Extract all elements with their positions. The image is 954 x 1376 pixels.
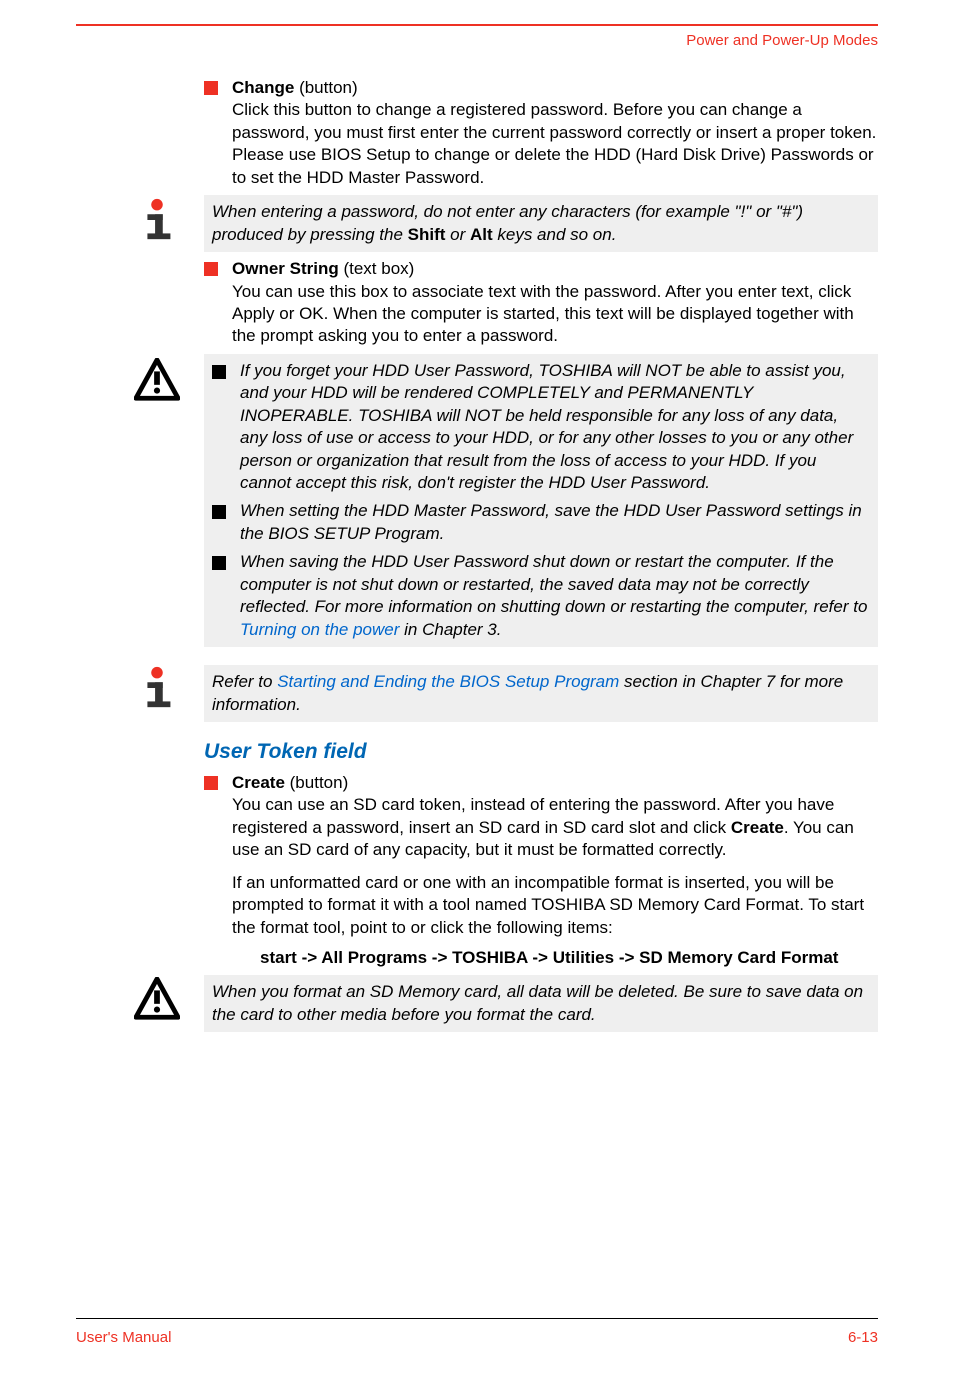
link-turning-on-power[interactable]: Turning on the power	[240, 620, 399, 639]
bullet-create: Create (button) You can use an SD card t…	[204, 772, 878, 970]
bullet-owner-string: Owner String (text box) You can use this…	[204, 258, 878, 348]
note1-shift: Shift	[408, 225, 446, 244]
note-shift-alt: When entering a password, do not enter a…	[204, 195, 878, 252]
info-icon	[134, 197, 180, 248]
bullet-square-icon	[212, 505, 226, 519]
note1-b: keys and so on.	[493, 225, 617, 244]
warning-bullet-2: When setting the HDD Master Password, sa…	[212, 500, 870, 545]
heading-user-token: User Token field	[204, 740, 878, 764]
page-content: Change (button) Click this button to cha…	[0, 49, 954, 1032]
change-p1: Click this button to change a registered…	[232, 100, 876, 141]
menu-path: start -> All Programs -> TOSHIBA -> Util…	[232, 947, 878, 969]
header-section-title: Power and Power-Up Modes	[0, 32, 878, 49]
warning-triangle-icon	[134, 977, 180, 1028]
footer-left: User's Manual	[76, 1329, 171, 1346]
create-suffix: (button)	[285, 773, 348, 792]
change-title: Change	[232, 78, 294, 97]
warning-b3a: When saving the HDD User Password shut d…	[240, 552, 867, 616]
warning-bullet-3: When saving the HDD User Password shut d…	[212, 551, 870, 641]
create-title: Create	[232, 773, 285, 792]
owner-title-suffix: (text box)	[339, 259, 415, 278]
owner-title: Owner String	[232, 259, 339, 278]
info-icon	[134, 665, 180, 716]
warning-bullet-1: If you forget your HDD User Password, TO…	[212, 360, 870, 495]
warning-triangle-icon	[134, 358, 180, 409]
note1-alt: Alt	[470, 225, 493, 244]
warning-b1: If you forget your HDD User Password, TO…	[240, 361, 853, 492]
footer-right: 6-13	[848, 1329, 878, 1346]
note-bios-setup: Refer to Starting and Ending the BIOS Se…	[204, 665, 878, 722]
warning-b2: When setting the HDD Master Password, sa…	[240, 501, 862, 542]
create-p1-bold: Create	[731, 818, 784, 837]
note2-a: Refer to	[212, 672, 277, 691]
bullet-square-icon	[204, 262, 218, 276]
change-title-suffix: (button)	[294, 78, 357, 97]
header-rule	[76, 24, 878, 26]
warning2-text: When you format an SD Memory card, all d…	[212, 982, 863, 1023]
warning-hdd-box: If you forget your HDD User Password, TO…	[204, 354, 878, 647]
bullet-change: Change (button) Click this button to cha…	[204, 77, 878, 189]
page-footer: User's Manual 6-13	[76, 1318, 878, 1346]
link-bios-setup[interactable]: Starting and Ending the BIOS Setup Progr…	[277, 672, 619, 691]
change-p2: Please use BIOS Setup to change or delet…	[232, 145, 874, 186]
bullet-square-icon	[212, 365, 226, 379]
warning-sd-format: When you format an SD Memory card, all d…	[204, 975, 878, 1032]
warning-b3b: in Chapter 3.	[399, 620, 501, 639]
note1-or: or	[445, 225, 470, 244]
bullet-square-icon	[212, 556, 226, 570]
bullet-square-icon	[204, 776, 218, 790]
create-p2: If an unformatted card or one with an in…	[232, 873, 864, 937]
bullet-square-icon	[204, 81, 218, 95]
owner-p1: You can use this box to associate text w…	[232, 282, 854, 346]
menu-path-text: start -> All Programs -> TOSHIBA -> Util…	[260, 948, 838, 967]
